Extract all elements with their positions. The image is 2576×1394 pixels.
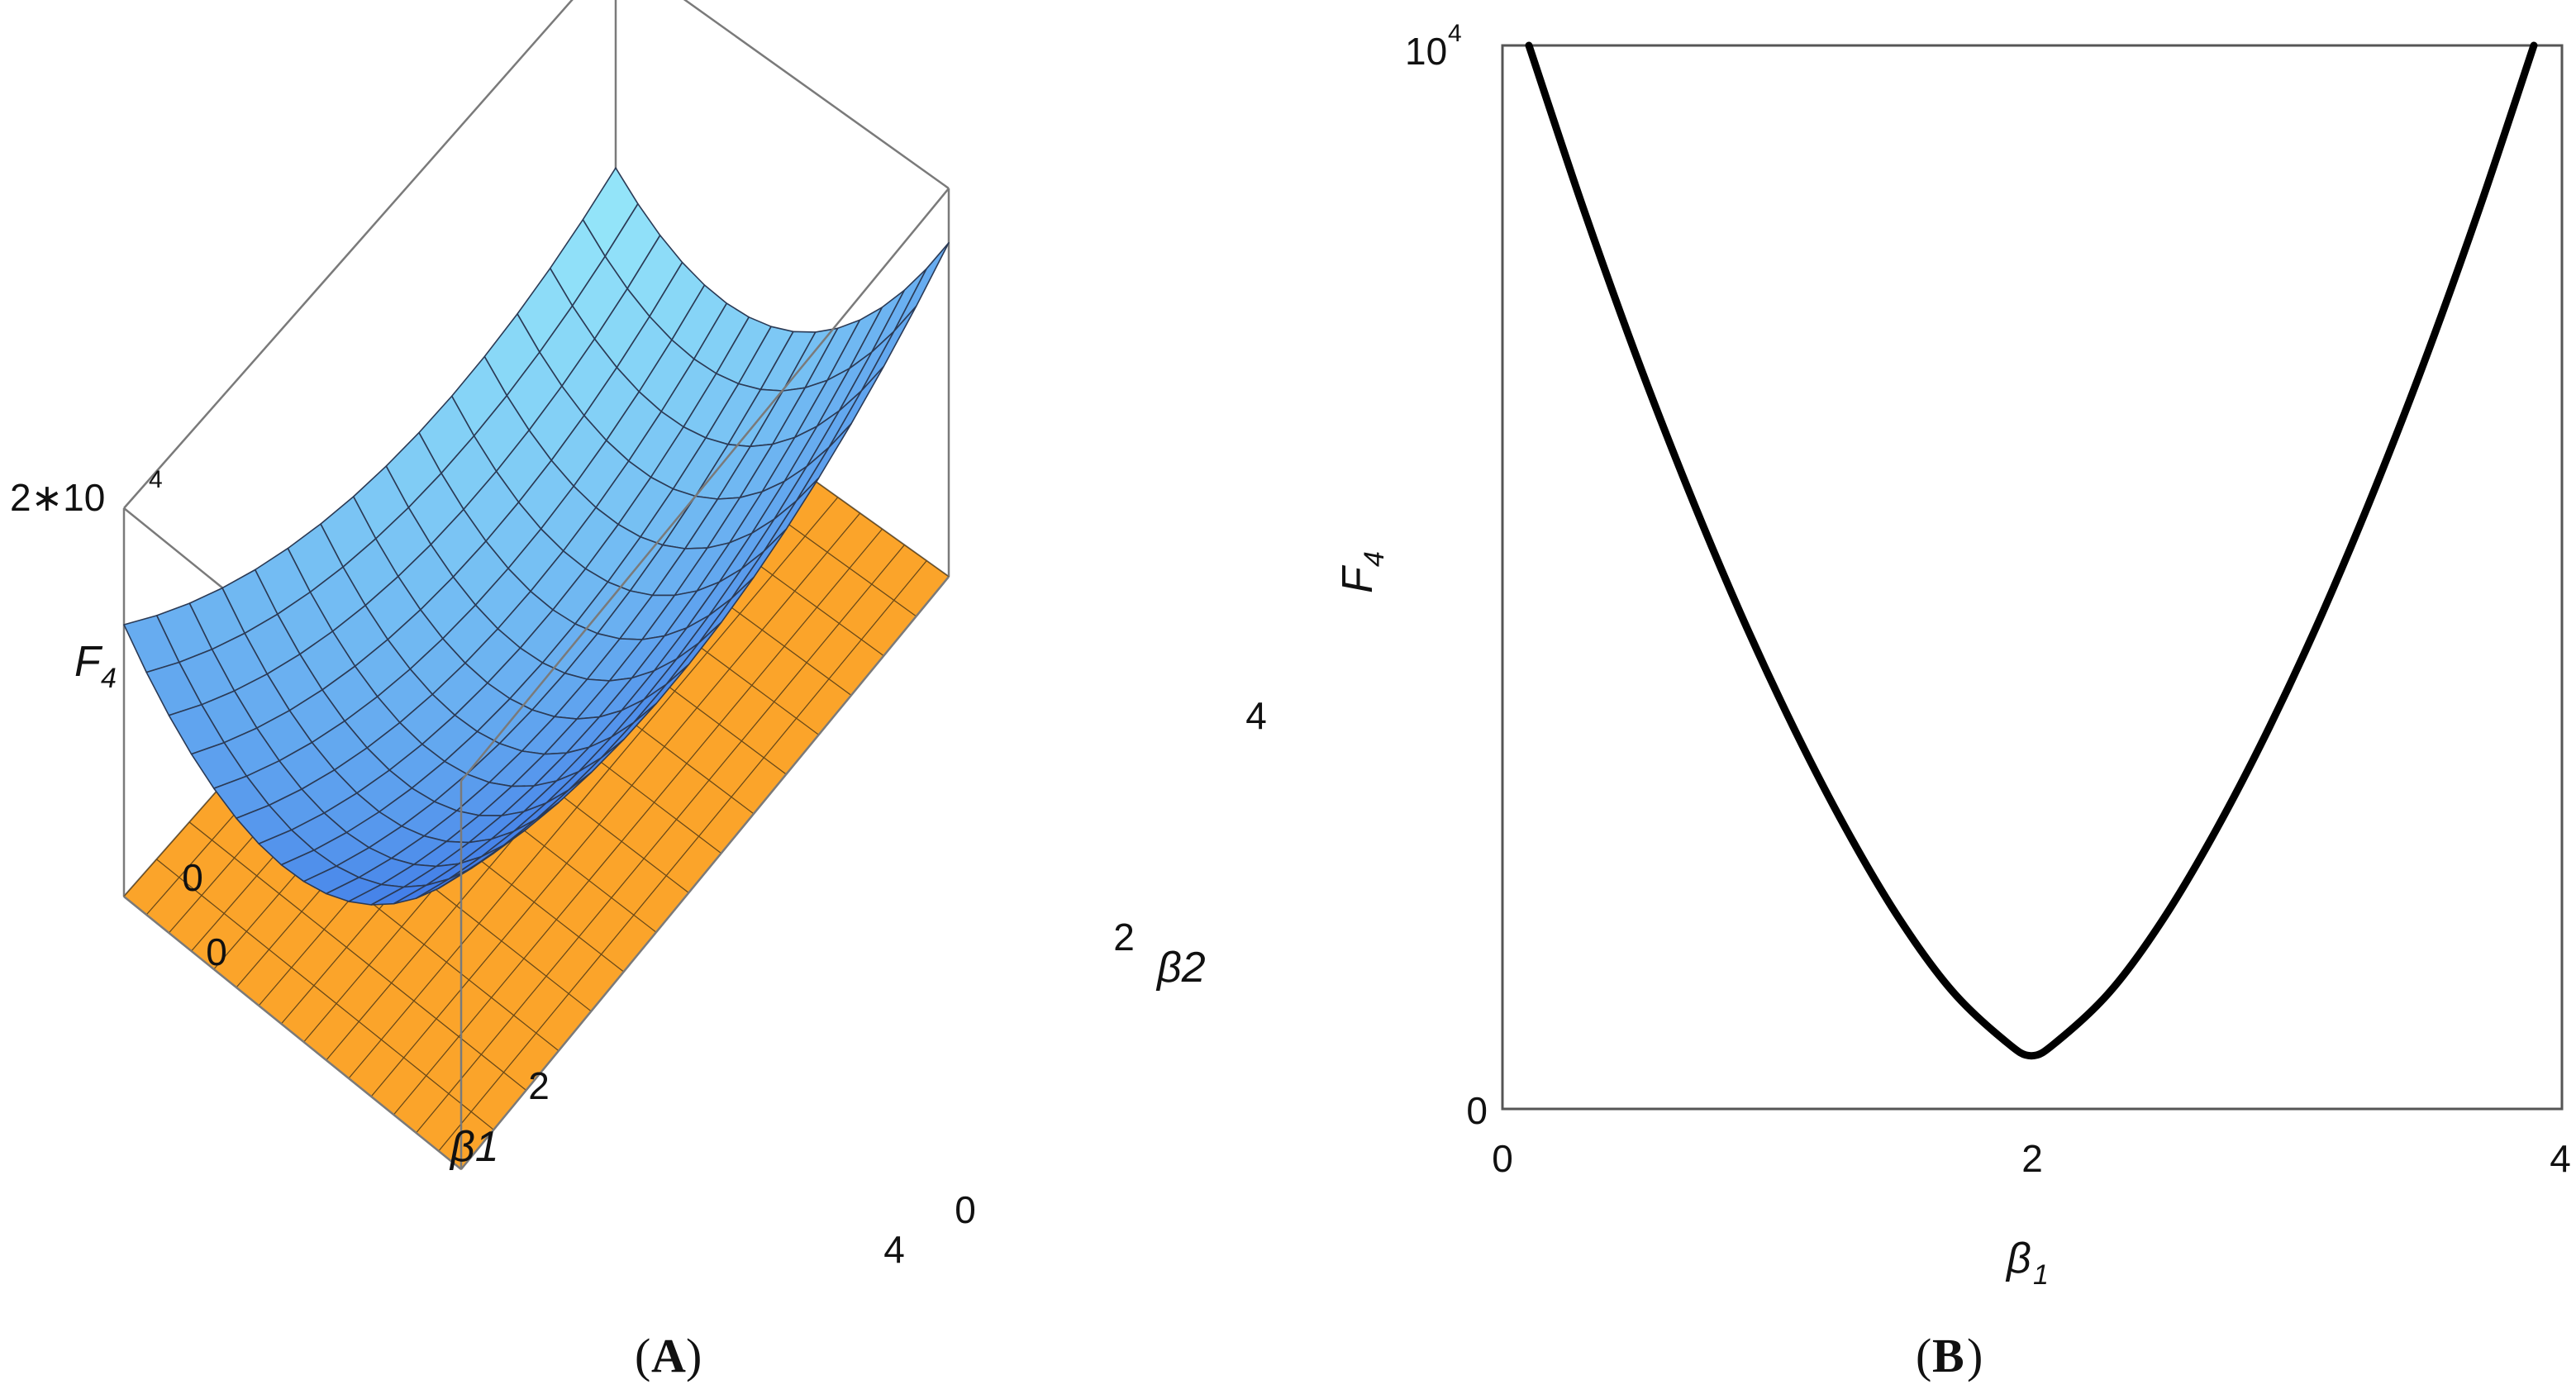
caption-b-letter: B [1932, 1329, 1964, 1382]
z-axis-label-sub: 4 [101, 663, 117, 694]
x-tick-4: 4 [883, 1228, 905, 1271]
b-x-tick-0: 0 [1492, 1137, 1513, 1180]
caption-a-close: ) [686, 1329, 702, 1382]
b-x-axis-label-main: β [2005, 1235, 2031, 1282]
box-edge [123, 0, 574, 509]
b-x-tick-2: 2 [2021, 1137, 2043, 1180]
f4-curve [1525, 41, 2538, 1060]
z-axis-label-main: F [74, 638, 103, 686]
surface-plot-panel: 0 2∗10 4 F 4 0 2 4 β1 0 2 4 β2 ( A ) [10, 0, 1267, 1382]
y-tick-4: 4 [1245, 694, 1267, 737]
z-tick-2e4: 2∗10 4 [10, 466, 163, 519]
b-y-tick-1e4-exp: 4 [1448, 20, 1462, 47]
line-plot-panel: 0 10 4 0 2 4 β 1 F 4 ( B ) [1334, 20, 2571, 1382]
box-edge [460, 188, 950, 782]
z-axis-label: F 4 [74, 638, 117, 694]
y-tick-0: 0 [955, 1188, 976, 1231]
b-y-tick-1e4: 10 4 [1405, 20, 1462, 73]
b-y-axis-label-main: F [1334, 564, 1382, 593]
plot-frame [1501, 44, 2564, 1111]
y-axis-label: β2 [1155, 944, 1206, 992]
caption-b: ( B ) [1916, 1329, 1983, 1382]
box-edge [460, 576, 950, 1170]
b-y-axis-label-sub: 4 [1359, 551, 1390, 567]
b-y-axis-label: F 4 [1334, 551, 1390, 593]
b-y-tick-1e4-base: 10 [1405, 30, 1447, 73]
b-x-axis-label-sub: 1 [2033, 1259, 2049, 1291]
caption-a-open: ( [635, 1329, 650, 1382]
surface-cell [893, 241, 950, 332]
f4-surface [123, 167, 950, 906]
z-tick-0: 0 [182, 856, 203, 899]
x-tick-0: 0 [206, 930, 227, 973]
b-x-axis-label: β 1 [2005, 1235, 2049, 1291]
z-tick-2e4-base: 2∗10 [10, 476, 105, 519]
b-x-tick-4: 4 [2550, 1137, 2571, 1180]
y-tick-2: 2 [1113, 916, 1135, 959]
caption-b-close: ) [1967, 1329, 1983, 1382]
box-edge [123, 896, 462, 1170]
caption-b-open: ( [1916, 1329, 1931, 1382]
x-tick-2: 2 [528, 1064, 550, 1107]
x-axis-label: β1 [449, 1123, 499, 1171]
caption-a-letter: A [651, 1329, 686, 1382]
b-y-tick-0: 0 [1466, 1089, 1488, 1132]
z-tick-2e4-exp: 4 [149, 466, 163, 493]
bounding-box-front [123, 188, 950, 1170]
caption-a: ( A ) [635, 1329, 702, 1382]
box-edge [683, 0, 950, 190]
